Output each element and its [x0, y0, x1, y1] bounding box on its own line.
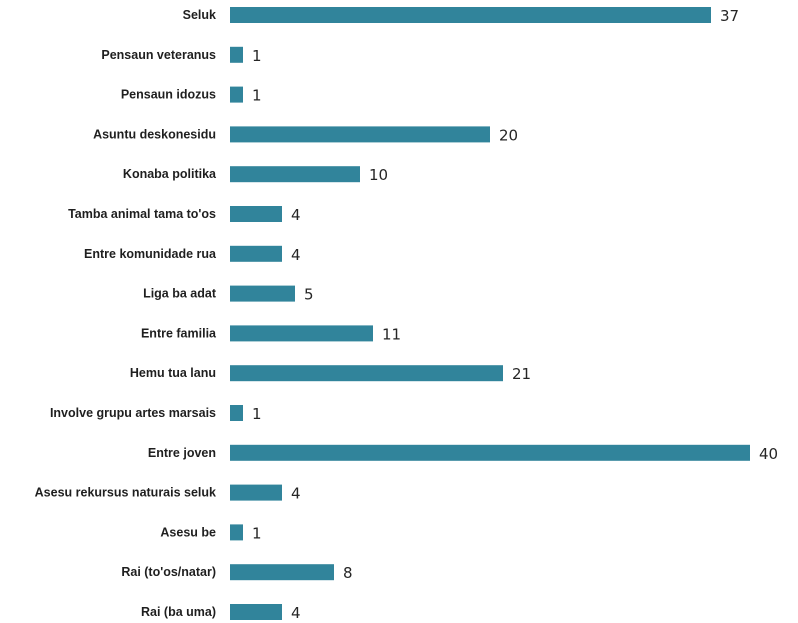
bar — [230, 604, 282, 620]
category-label: Tamba animal tama to'os — [68, 207, 216, 221]
bar — [230, 444, 750, 461]
category-label: Asuntu deskonesidu — [93, 127, 216, 141]
data-label: 10 — [369, 166, 388, 184]
category-label: Entre komunidade rua — [84, 247, 217, 261]
bar — [230, 524, 243, 541]
data-label: 40 — [759, 445, 778, 463]
data-label: 4 — [291, 246, 301, 264]
category-label: Pensaun veteranus — [101, 48, 216, 62]
category-labels-group: Seluk Pensaun veteranus Pensaun idozus Asun… — [35, 8, 217, 619]
category-label: Asesu be — [160, 525, 216, 539]
bar — [230, 7, 711, 23]
category-label: Asesu rekursus naturais seluk — [35, 486, 216, 500]
data-label: 5 — [304, 286, 314, 304]
data-label: 4 — [291, 604, 301, 622]
category-label: Hemu tua lanu — [130, 366, 216, 380]
bar — [230, 365, 503, 382]
bar — [230, 206, 282, 222]
data-label: 1 — [252, 524, 262, 542]
bar — [230, 405, 243, 421]
category-label: Rai (ba uma) — [141, 605, 216, 619]
bar — [230, 484, 282, 501]
data-label: 1 — [252, 47, 262, 65]
data-label: 4 — [291, 485, 301, 503]
category-label: Entre joven — [148, 446, 216, 460]
data-label: 37 — [720, 7, 739, 25]
bars-group — [230, 7, 750, 620]
data-label: 11 — [382, 325, 401, 343]
category-label: Involve grupu artes marsais — [50, 406, 216, 420]
data-label: 8 — [343, 564, 353, 582]
data-label: 4 — [291, 206, 301, 224]
bar — [230, 126, 490, 143]
bar — [230, 166, 360, 183]
bar — [230, 564, 334, 581]
bar — [230, 86, 243, 103]
bar — [230, 285, 295, 302]
category-label: Seluk — [183, 8, 216, 22]
bar — [230, 46, 243, 63]
data-label: 21 — [512, 365, 531, 383]
bar — [230, 245, 282, 262]
category-label: Entre familia — [141, 326, 217, 340]
data-label: 1 — [252, 87, 262, 105]
category-label: Pensaun idozus — [121, 88, 216, 102]
data-label: 20 — [499, 126, 518, 144]
data-label: 1 — [252, 405, 262, 423]
category-label: Rai (to'os/natar) — [121, 565, 216, 579]
bar — [230, 325, 373, 342]
category-label: Konaba politika — [123, 167, 217, 181]
category-label: Liga ba adat — [143, 287, 217, 301]
